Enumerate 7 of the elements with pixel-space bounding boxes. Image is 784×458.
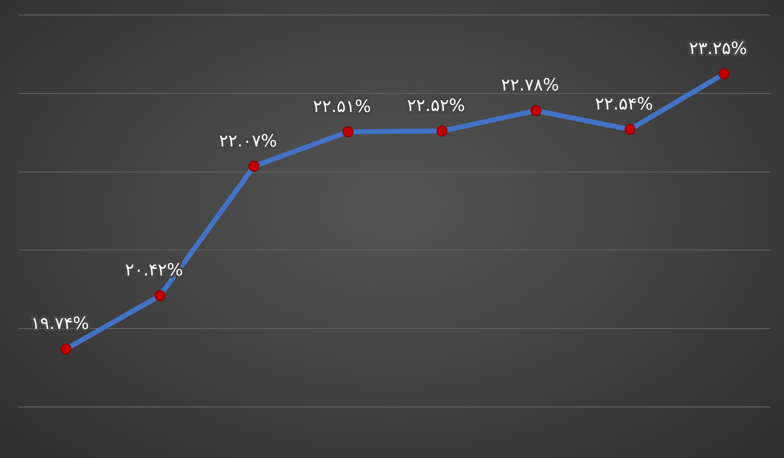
data-label: ۲۲.۵۲% <box>406 96 466 116</box>
data-label: ۲۲.۰۷% <box>218 131 278 152</box>
data-label: ۱۹.۷۴% <box>30 314 90 334</box>
data-label: ۲۲.۵۱% <box>312 96 372 117</box>
data-label: ۲۲.۷۸% <box>500 76 560 96</box>
data-label: ۲۳.۲۵% <box>688 38 748 59</box>
data-label: ۲۲.۵۴% <box>594 94 654 114</box>
